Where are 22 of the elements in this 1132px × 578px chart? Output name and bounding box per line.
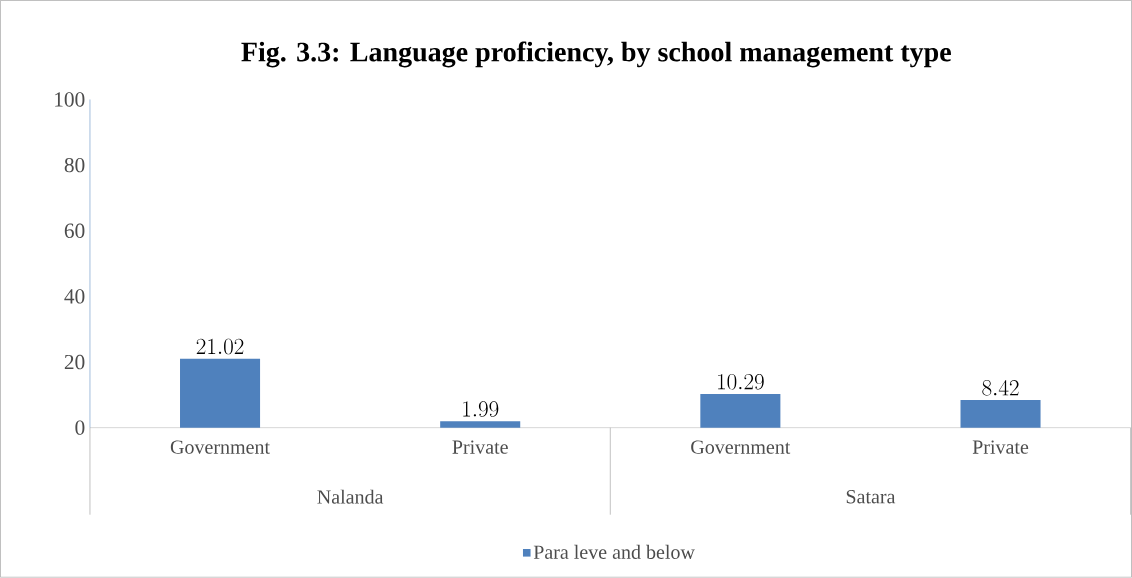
text: Satara bbox=[846, 490, 896, 504]
data-label: 10.29 bbox=[718, 374, 764, 390]
y-tick-label: 20 bbox=[64, 355, 85, 370]
y-tick-label: 40 bbox=[64, 289, 85, 304]
x-tick-label: Government bbox=[170, 440, 270, 454]
x-tick-label: Private bbox=[972, 440, 1029, 454]
chart-title: Fig. 3.3: Language proficiency, by school management type bbox=[241, 41, 951, 68]
y-tick-label: 0 bbox=[75, 420, 85, 436]
bar bbox=[700, 394, 781, 428]
data-label: 21 .02 bbox=[196, 338, 244, 355]
y-tick-label: 80 bbox=[64, 158, 85, 173]
bar bbox=[180, 358, 261, 428]
data-label: 1 .99 bbox=[463, 401, 499, 417]
legend-label: Para leve and below bbox=[533, 545, 695, 560]
y-tick-label: 60 bbox=[64, 223, 85, 239]
text: Nalanda bbox=[317, 489, 384, 504]
bar bbox=[440, 421, 521, 428]
x-tick-label: Government bbox=[691, 440, 791, 454]
bar bbox=[960, 400, 1041, 428]
y-tick-label: 100 bbox=[55, 92, 85, 107]
data-label: 8.42 bbox=[982, 380, 1019, 396]
x-tick-label: Private bbox=[452, 440, 508, 454]
